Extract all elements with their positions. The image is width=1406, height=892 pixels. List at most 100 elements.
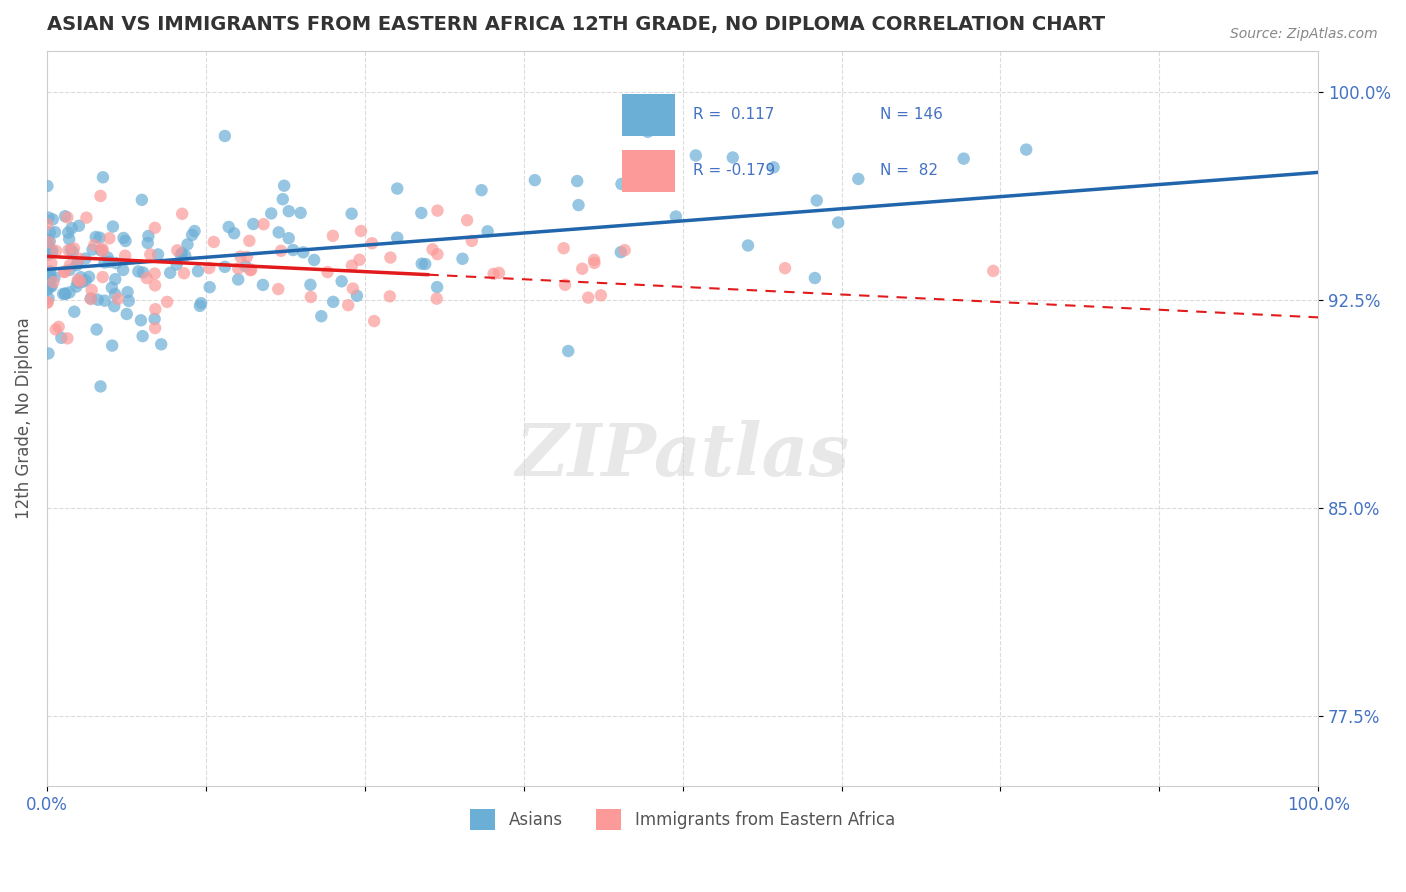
Asians: [93, 293, 115, 308]
Immigrants from Eastern Africa: [340, 259, 363, 273]
Asians: [67, 219, 90, 233]
Asians: [37, 238, 59, 252]
Asians: [89, 230, 111, 244]
Asians: [567, 174, 589, 188]
Immigrants from Eastern Africa: [83, 238, 105, 252]
Asians: [136, 235, 159, 250]
Immigrants from Eastern Africa: [66, 273, 89, 287]
Asians: [131, 329, 153, 343]
Asians: [53, 286, 76, 301]
Immigrants from Eastern Africa: [316, 265, 339, 279]
Immigrants from Eastern Africa: [226, 261, 249, 276]
Asians: [302, 252, 325, 267]
Asians: [93, 255, 115, 269]
Immigrants from Eastern Africa: [238, 234, 260, 248]
Immigrants from Eastern Africa: [39, 256, 62, 270]
Immigrants from Eastern Africa: [337, 298, 360, 312]
Asians: [70, 270, 93, 285]
Immigrants from Eastern Africa: [107, 292, 129, 306]
Asians: [39, 270, 62, 285]
Asians: [477, 224, 499, 238]
Asians: [89, 379, 111, 393]
Asians: [75, 252, 97, 266]
Asians: [411, 206, 433, 220]
Immigrants from Eastern Africa: [98, 231, 121, 245]
Asians: [66, 276, 89, 290]
Asians: [277, 231, 299, 245]
Asians: [87, 293, 110, 307]
Asians: [129, 313, 152, 327]
Asians: [226, 272, 249, 286]
Legend: Asians, Immigrants from Eastern Africa: Asians, Immigrants from Eastern Africa: [464, 803, 901, 836]
Asians: [117, 285, 139, 300]
Immigrants from Eastern Africa: [378, 289, 401, 303]
Asians: [41, 245, 63, 260]
Immigrants from Eastern Africa: [45, 322, 67, 336]
Immigrants from Eastern Africa: [363, 314, 385, 328]
Asians: [105, 256, 128, 270]
Asians: [150, 337, 173, 351]
Asians: [58, 232, 80, 246]
Immigrants from Eastern Africa: [135, 271, 157, 285]
Asians: [281, 243, 304, 257]
Immigrants from Eastern Africa: [981, 264, 1004, 278]
Asians: [214, 260, 236, 274]
Immigrants from Eastern Africa: [69, 274, 91, 288]
Asians: [63, 304, 86, 318]
Asians: [146, 247, 169, 261]
Asians: [143, 312, 166, 326]
Immigrants from Eastern Africa: [349, 252, 371, 267]
Asians: [97, 251, 120, 265]
Asians: [277, 204, 299, 219]
Asians: [188, 299, 211, 313]
Asians: [252, 277, 274, 292]
Immigrants from Eastern Africa: [576, 291, 599, 305]
Immigrants from Eastern Africa: [53, 265, 76, 279]
Asians: [176, 237, 198, 252]
Asians: [114, 234, 136, 248]
Asians: [84, 230, 107, 244]
Asians: [242, 217, 264, 231]
Asians: [65, 279, 87, 293]
Asians: [132, 266, 155, 280]
Asians: [41, 279, 63, 293]
Text: ASIAN VS IMMIGRANTS FROM EASTERN AFRICA 12TH GRADE, NO DIPLOMA CORRELATION CHART: ASIAN VS IMMIGRANTS FROM EASTERN AFRICA …: [46, 15, 1105, 34]
Asians: [737, 238, 759, 252]
Asians: [38, 235, 60, 249]
Asians: [166, 258, 188, 272]
Asians: [38, 273, 60, 287]
Immigrants from Eastern Africa: [342, 281, 364, 295]
Asians: [41, 244, 63, 258]
Asians: [806, 194, 828, 208]
Immigrants from Eastern Africa: [156, 294, 179, 309]
Asians: [101, 338, 124, 352]
Asians: [198, 280, 221, 294]
Immigrants from Eastern Africa: [173, 266, 195, 280]
Asians: [53, 209, 76, 223]
Immigrants from Eastern Africa: [56, 331, 79, 345]
Asians: [426, 280, 449, 294]
Asians: [224, 226, 246, 240]
Immigrants from Eastern Africa: [38, 235, 60, 250]
Immigrants from Eastern Africa: [613, 243, 636, 257]
Immigrants from Eastern Africa: [198, 260, 221, 275]
Asians: [131, 193, 153, 207]
Immigrants from Eastern Africa: [143, 267, 166, 281]
Asians: [62, 245, 84, 260]
Asians: [104, 272, 127, 286]
Asians: [112, 263, 135, 277]
Immigrants from Eastern Africa: [53, 265, 76, 279]
Immigrants from Eastern Africa: [583, 256, 606, 270]
Asians: [411, 257, 433, 271]
Asians: [665, 210, 688, 224]
Asians: [38, 269, 60, 284]
Asians: [271, 192, 294, 206]
Asians: [35, 280, 58, 294]
Asians: [53, 286, 76, 301]
Immigrants from Eastern Africa: [426, 203, 449, 218]
Immigrants from Eastern Africa: [91, 244, 114, 258]
Asians: [101, 219, 124, 234]
Asians: [183, 224, 205, 238]
Asians: [218, 219, 240, 234]
Asians: [91, 170, 114, 185]
